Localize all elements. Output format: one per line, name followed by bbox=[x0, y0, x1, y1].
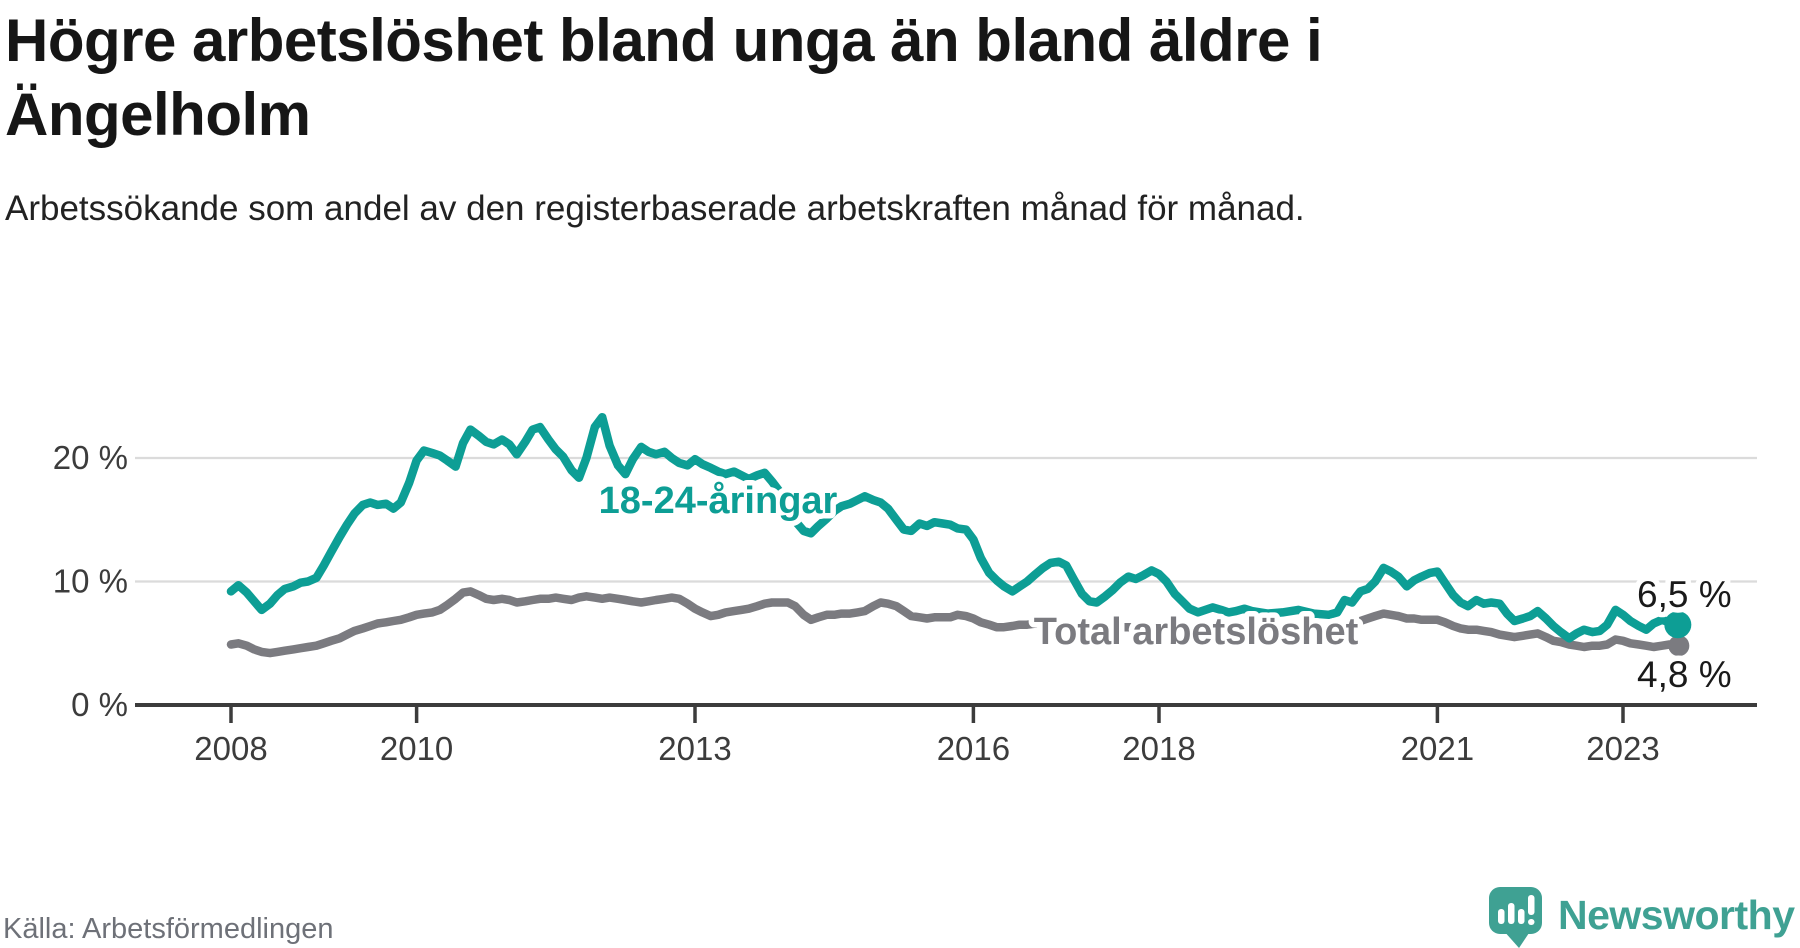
x-tick-label: 2023 bbox=[1586, 730, 1659, 767]
chart-subtitle: Arbetssökande som andel av den registerb… bbox=[5, 189, 1305, 228]
series-line-youth bbox=[226, 412, 1682, 643]
x-tick-label: 2008 bbox=[194, 730, 267, 767]
source-note: Källa: Arbetsförmedlingen bbox=[3, 913, 334, 945]
unemployment-line-chart: 2008 2010 2013 2016 2018 2021 2023 0 % 10 % 20 % 1… bbox=[53, 412, 1757, 767]
newsworthy-logo-text: Newsworthy bbox=[1558, 892, 1795, 938]
youth-end-value-label: 6,5 % bbox=[1637, 574, 1732, 615]
x-tick-label: 2021 bbox=[1401, 730, 1474, 767]
x-tick-label: 2018 bbox=[1122, 730, 1195, 767]
total-series-label: Total arbetslöshet bbox=[1034, 611, 1359, 653]
y-tick-label: 20 % bbox=[53, 439, 128, 476]
y-tick-label: 10 % bbox=[53, 563, 128, 600]
total-end-dot bbox=[1668, 635, 1690, 657]
x-tick-label: 2010 bbox=[380, 730, 453, 767]
x-tick-label: 2013 bbox=[658, 730, 731, 767]
series-line-total bbox=[226, 587, 1682, 658]
newsworthy-logo: Newsworthy bbox=[1488, 882, 1795, 948]
youth-end-dot bbox=[1664, 611, 1692, 639]
page-title: Högre arbetslöshet bland unga än bland ä… bbox=[5, 7, 1323, 149]
youth-series-label: 18-24-åringar bbox=[599, 480, 838, 522]
newsworthy-logo-icon bbox=[1489, 887, 1542, 948]
x-tick-label: 2016 bbox=[937, 730, 1010, 767]
y-tick-label: 0 % bbox=[71, 686, 128, 723]
total-end-value-label: 4,8 % bbox=[1637, 654, 1732, 695]
